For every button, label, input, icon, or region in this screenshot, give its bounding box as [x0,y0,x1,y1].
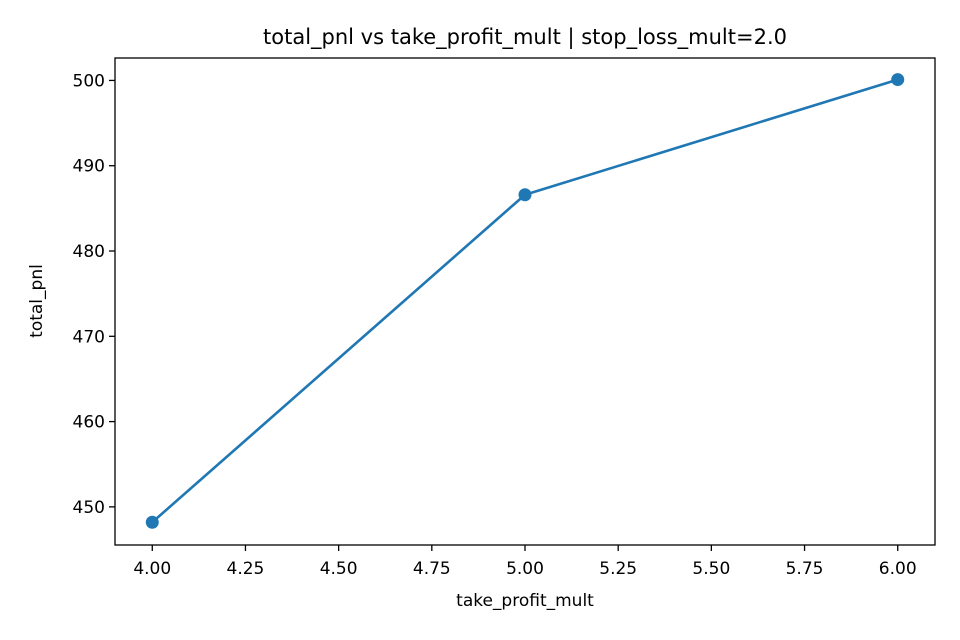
x-tick-label: 4.75 [413,559,451,579]
y-tick-label: 500 [73,71,105,91]
x-tick-label: 5.25 [599,559,637,579]
series-layer [145,73,905,529]
data-point [891,73,905,87]
data-point [145,515,159,529]
x-tick-label: 4.50 [320,559,358,579]
y-axis-label: total_pnl [27,264,47,338]
x-tick-label: 6.00 [879,559,917,579]
y-tick-label: 480 [73,242,105,262]
x-tick-label: 5.00 [506,559,544,579]
chart-title: total_pnl vs take_profit_mult | stop_los… [263,25,787,50]
plot-area: 4.00 4.25 4.50 4.75 5.00 5.25 5.50 5.75 6.00 450… [73,57,936,579]
y-tick-label: 490 [73,157,105,177]
y-tick-label: 450 [73,498,105,518]
y-tick-label: 460 [73,413,105,433]
x-tick-label: 5.75 [786,559,824,579]
data-point [518,188,532,202]
x-tick-label: 4.00 [133,559,171,579]
x-tick-label: 4.25 [227,559,265,579]
x-tick-label: 5.50 [692,559,730,579]
x-axis: 4.00 4.25 4.50 4.75 5.00 5.25 5.50 5.75 6.00 [133,545,917,579]
y-axis: 450 460 470 480 490 500 [73,71,115,518]
x-axis-label: take_profit_mult [456,591,594,611]
y-tick-label: 470 [73,327,105,347]
